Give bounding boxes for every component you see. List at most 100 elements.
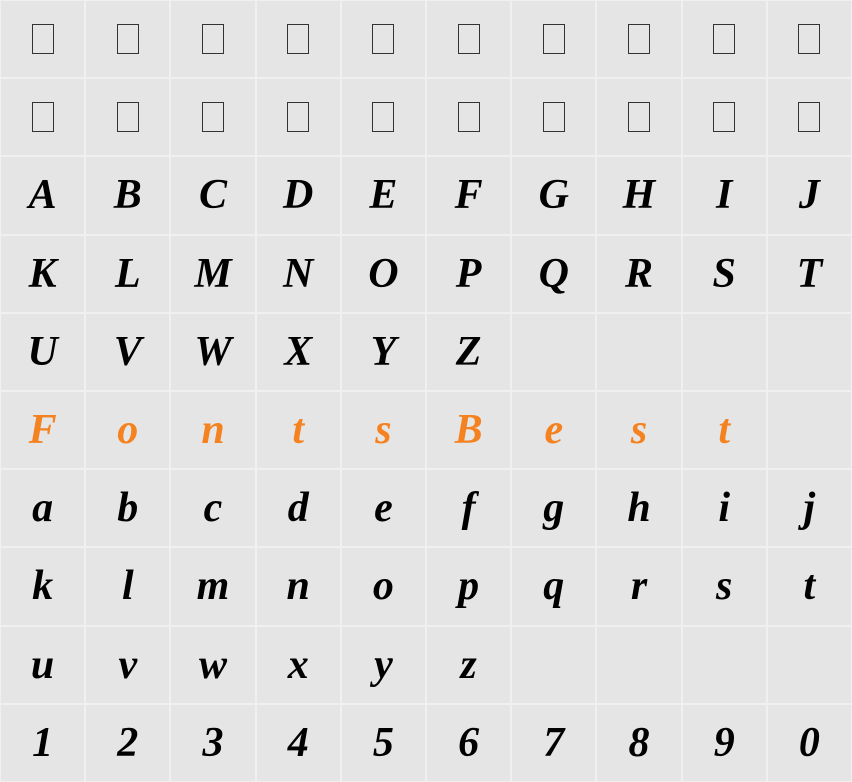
glyph-cell: Z (427, 314, 510, 390)
glyph-cell: i (683, 470, 766, 546)
tofu-glyph (543, 102, 565, 132)
glyph-cell (597, 1, 680, 77)
glyph-cell: B (86, 157, 169, 233)
glyph-cell: s (683, 548, 766, 624)
glyph-cell: p (427, 548, 510, 624)
glyph-cell (512, 1, 595, 77)
glyph-cell: R (597, 236, 680, 312)
glyph-cell (342, 79, 425, 155)
glyph-cell (512, 79, 595, 155)
glyph-cell (512, 627, 595, 703)
glyph-cell: e (342, 470, 425, 546)
tofu-glyph (798, 102, 820, 132)
glyph-cell: 0 (768, 705, 851, 781)
glyph-cell: t (257, 392, 340, 468)
tofu-glyph (287, 24, 309, 54)
glyph-cell (427, 79, 510, 155)
glyph-cell: w (171, 627, 254, 703)
glyph-cell: E (342, 157, 425, 233)
glyph-cell: k (1, 548, 84, 624)
tofu-glyph (202, 102, 224, 132)
glyph-cell: A (1, 157, 84, 233)
glyph-cell (1, 79, 84, 155)
glyph-cell: m (171, 548, 254, 624)
glyph-cell: y (342, 627, 425, 703)
glyph-cell: b (86, 470, 169, 546)
glyph-cell: n (171, 392, 254, 468)
glyph-cell: f (427, 470, 510, 546)
tofu-glyph (543, 24, 565, 54)
glyph-cell: P (427, 236, 510, 312)
glyph-cell: L (86, 236, 169, 312)
glyph-cell: t (683, 392, 766, 468)
glyph-cell: u (1, 627, 84, 703)
tofu-glyph (713, 102, 735, 132)
glyph-cell: 2 (86, 705, 169, 781)
glyph-cell: o (86, 392, 169, 468)
glyph-cell (257, 1, 340, 77)
glyph-cell: z (427, 627, 510, 703)
glyph-cell (768, 392, 851, 468)
glyph-cell: 7 (512, 705, 595, 781)
glyph-cell (768, 79, 851, 155)
glyph-cell: M (171, 236, 254, 312)
tofu-glyph (372, 24, 394, 54)
glyph-cell: h (597, 470, 680, 546)
glyph-cell: g (512, 470, 595, 546)
glyph-cell: o (342, 548, 425, 624)
glyph-cell (683, 1, 766, 77)
glyph-cell: v (86, 627, 169, 703)
glyph-cell: q (512, 548, 595, 624)
glyph-cell: K (1, 236, 84, 312)
tofu-glyph (458, 24, 480, 54)
glyph-cell: C (171, 157, 254, 233)
glyph-cell (86, 79, 169, 155)
glyph-cell (512, 314, 595, 390)
tofu-glyph (372, 102, 394, 132)
glyph-cell: B (427, 392, 510, 468)
glyph-cell: O (342, 236, 425, 312)
glyph-cell: s (342, 392, 425, 468)
glyph-cell: J (768, 157, 851, 233)
glyph-cell: N (257, 236, 340, 312)
glyph-cell (597, 627, 680, 703)
glyph-cell (257, 79, 340, 155)
tofu-glyph (628, 24, 650, 54)
glyph-cell: 8 (597, 705, 680, 781)
glyph-cell: T (768, 236, 851, 312)
glyph-cell: X (257, 314, 340, 390)
glyph-cell: 5 (342, 705, 425, 781)
glyph-cell: r (597, 548, 680, 624)
glyph-cell: 3 (171, 705, 254, 781)
glyph-cell: x (257, 627, 340, 703)
tofu-glyph (32, 102, 54, 132)
glyph-cell: s (597, 392, 680, 468)
glyph-cell: 6 (427, 705, 510, 781)
glyph-cell: 9 (683, 705, 766, 781)
glyph-cell: d (257, 470, 340, 546)
glyph-cell: F (1, 392, 84, 468)
glyph-cell: 1 (1, 705, 84, 781)
glyph-cell: j (768, 470, 851, 546)
tofu-glyph (628, 102, 650, 132)
tofu-glyph (798, 24, 820, 54)
glyph-cell (342, 1, 425, 77)
glyph-cell: t (768, 548, 851, 624)
glyph-cell (597, 314, 680, 390)
tofu-glyph (117, 102, 139, 132)
glyph-cell: F (427, 157, 510, 233)
tofu-glyph (287, 102, 309, 132)
glyph-cell: U (1, 314, 84, 390)
glyph-cell: D (257, 157, 340, 233)
glyph-cell: G (512, 157, 595, 233)
glyph-cell (171, 79, 254, 155)
glyph-cell (768, 1, 851, 77)
glyph-cell: a (1, 470, 84, 546)
tofu-glyph (202, 24, 224, 54)
glyph-cell: l (86, 548, 169, 624)
tofu-glyph (458, 102, 480, 132)
glyph-cell (86, 1, 169, 77)
tofu-glyph (117, 24, 139, 54)
glyph-cell (768, 314, 851, 390)
glyph-cell: c (171, 470, 254, 546)
